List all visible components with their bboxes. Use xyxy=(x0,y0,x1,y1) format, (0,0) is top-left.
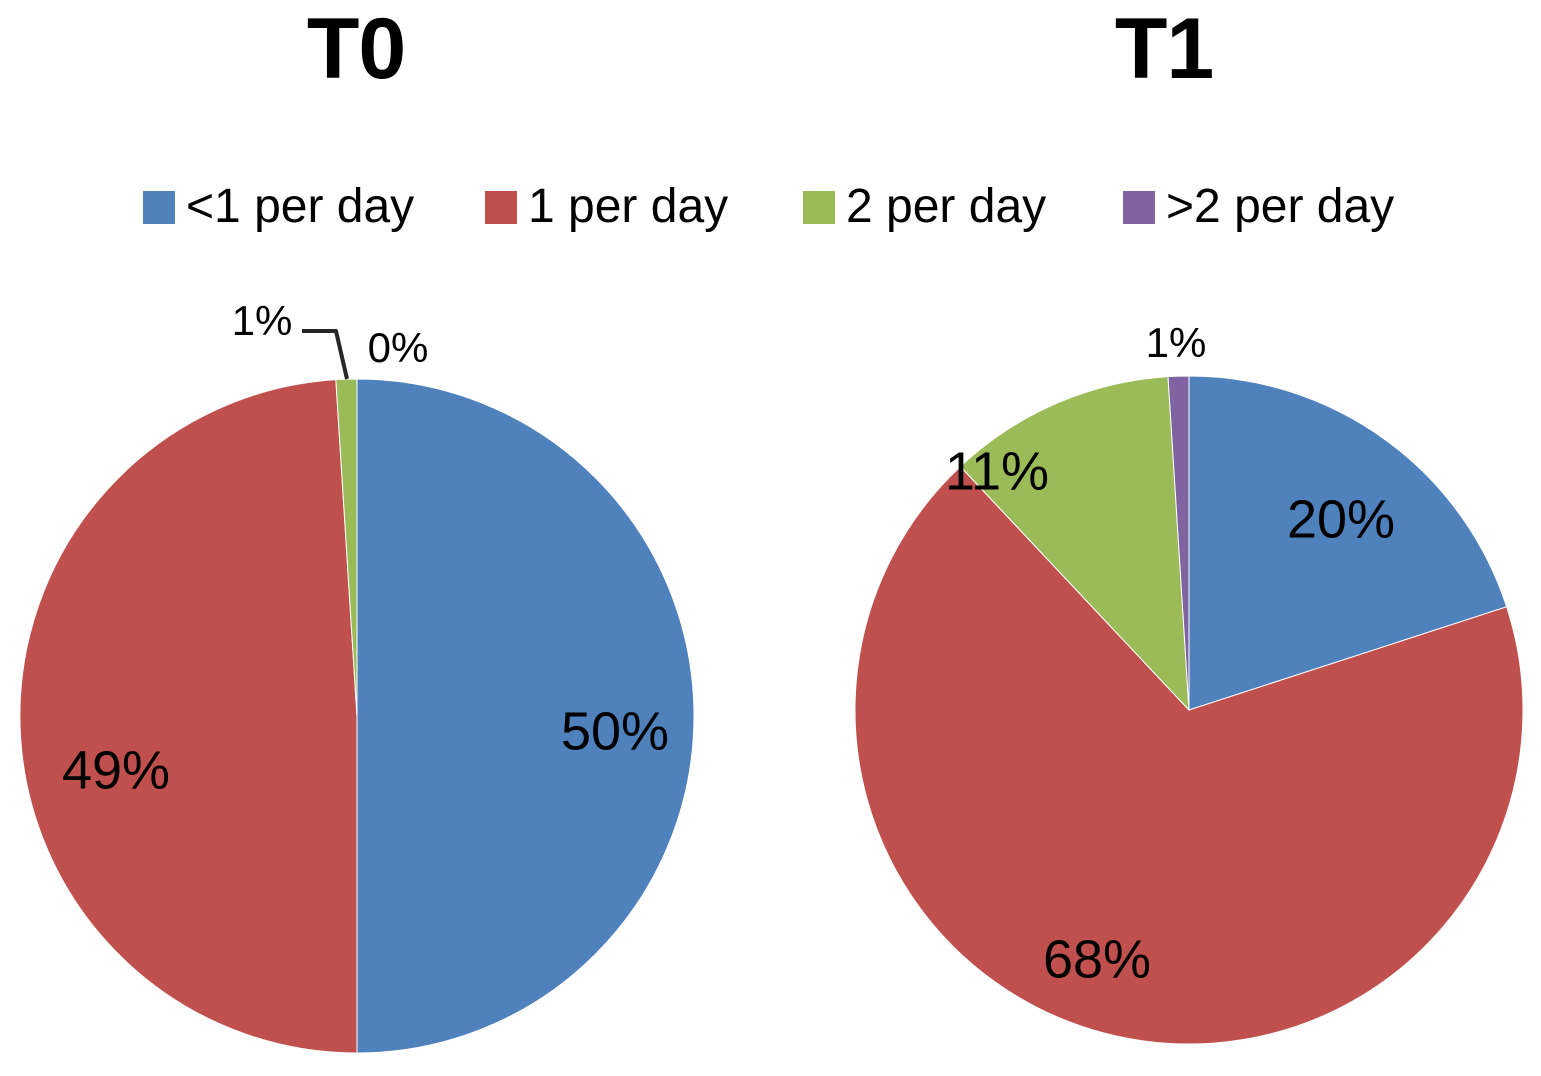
legend-label: 1 per day xyxy=(528,180,729,233)
t0-pie-slice-0 xyxy=(356,378,695,1054)
legend-item-blue: <1 per day xyxy=(143,183,414,231)
legend-swatch-red-icon xyxy=(485,190,517,224)
legend-label: <1 per day xyxy=(186,180,415,233)
t1-pie-slice-0 xyxy=(1188,375,1508,711)
legend-swatch-purple-icon xyxy=(1123,190,1155,224)
t0-slice-label-0pct: 0% xyxy=(368,324,429,371)
legend-swatch-green-icon xyxy=(803,190,835,224)
chart-title-t1: T1 xyxy=(1114,1,1214,97)
legend-item-green: 2 per day xyxy=(803,183,1046,231)
legend-swatch-blue-icon xyxy=(143,190,175,224)
chart-title-t0: T0 xyxy=(306,1,406,97)
t1-slice-label-1pct: 1% xyxy=(1146,319,1207,366)
legend-label: 2 per day xyxy=(846,180,1047,233)
t0-slice-label-49pct: 49% xyxy=(62,740,170,800)
t1-slice-label-11pct: 11% xyxy=(945,441,1049,501)
t0-slice-label-50pct: 50% xyxy=(561,701,669,761)
t0-label-leader-line xyxy=(302,329,349,380)
t1-pie-slice-2 xyxy=(959,376,1190,712)
legend-item-red: 1 per day xyxy=(485,183,728,231)
t1-slice-label-20pct: 20% xyxy=(1287,489,1395,549)
t1-pie-slice-3 xyxy=(1167,375,1190,711)
t1-pie-slice-1 xyxy=(854,465,1524,1045)
t0-pie-slice-2 xyxy=(335,378,358,717)
t0-pie-slice-1 xyxy=(19,379,358,1054)
t1-slice-label-68pct: 68% xyxy=(1043,929,1151,989)
legend-item-purple: >2 per day xyxy=(1123,183,1394,231)
legend-label: >2 per day xyxy=(1166,180,1395,233)
t0-slice-label-1pct: 1% xyxy=(232,297,293,344)
